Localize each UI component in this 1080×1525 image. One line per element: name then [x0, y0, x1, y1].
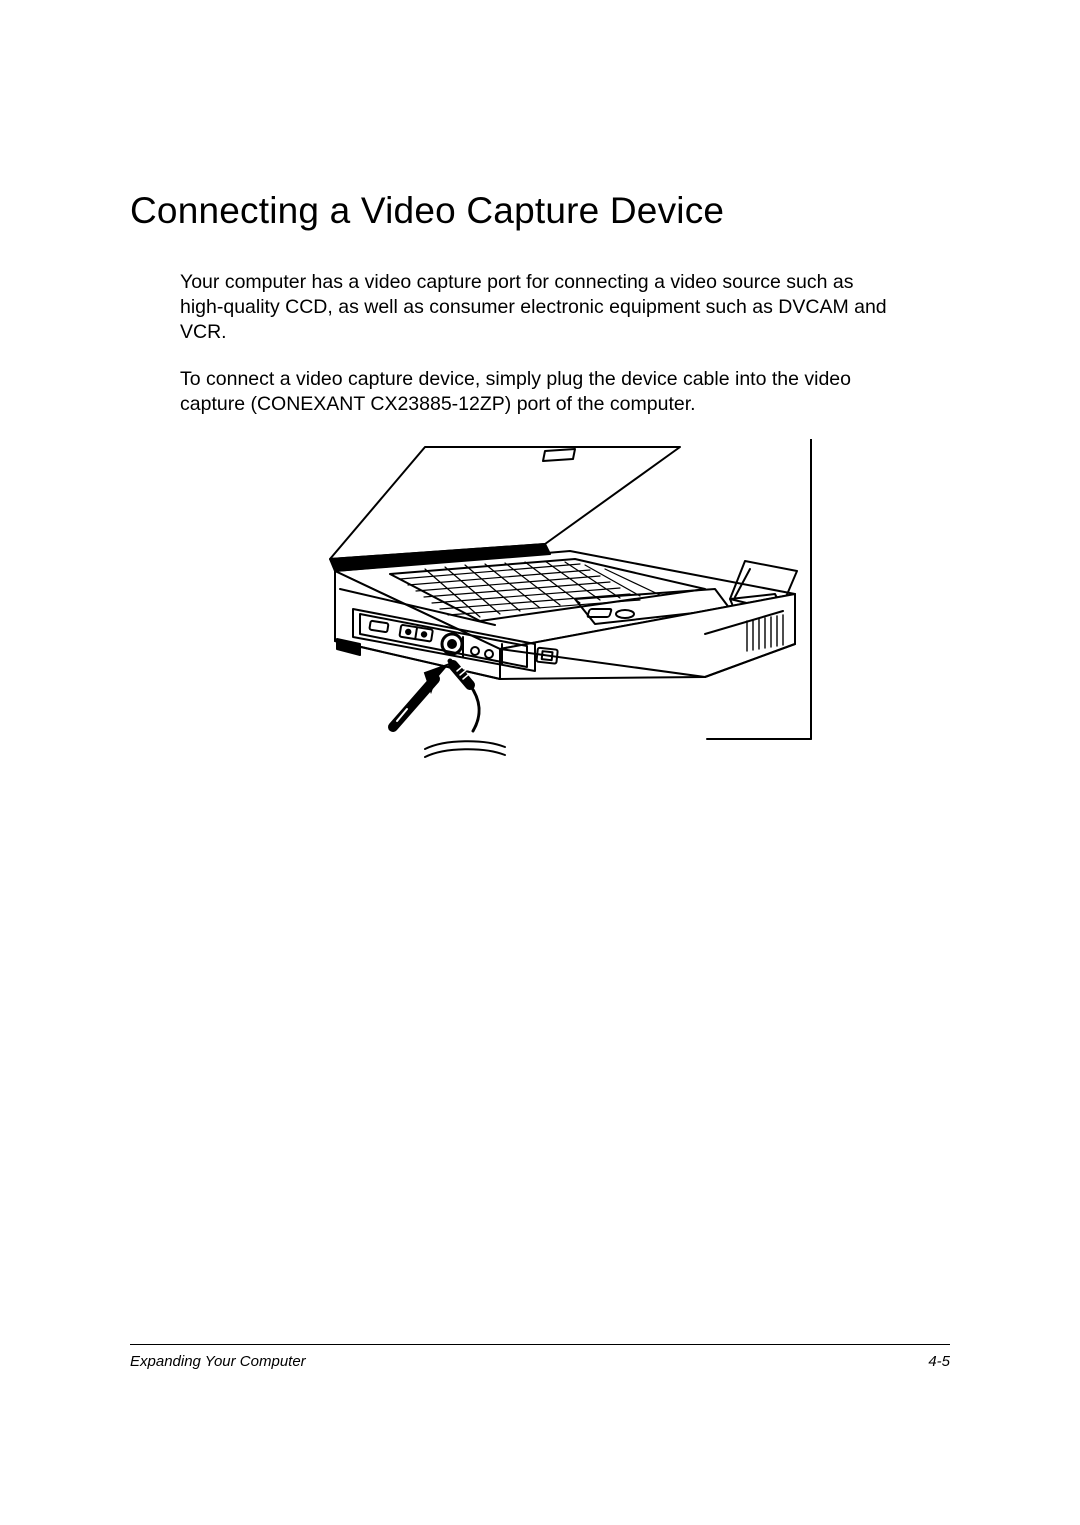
laptop-port-figure [275, 439, 815, 769]
document-page: Connecting a Video Capture Device Your c… [0, 0, 1080, 1525]
footer-rule [130, 1344, 950, 1345]
footer-page-number: 4-5 [928, 1353, 950, 1370]
intro-paragraph: Your computer has a video capture port f… [180, 270, 900, 345]
page-title: Connecting a Video Capture Device [130, 190, 950, 232]
instruction-paragraph: To connect a video capture device, simpl… [180, 367, 900, 417]
page-footer: Expanding Your Computer 4-5 [130, 1344, 950, 1370]
footer-section-title: Expanding Your Computer [130, 1353, 306, 1370]
